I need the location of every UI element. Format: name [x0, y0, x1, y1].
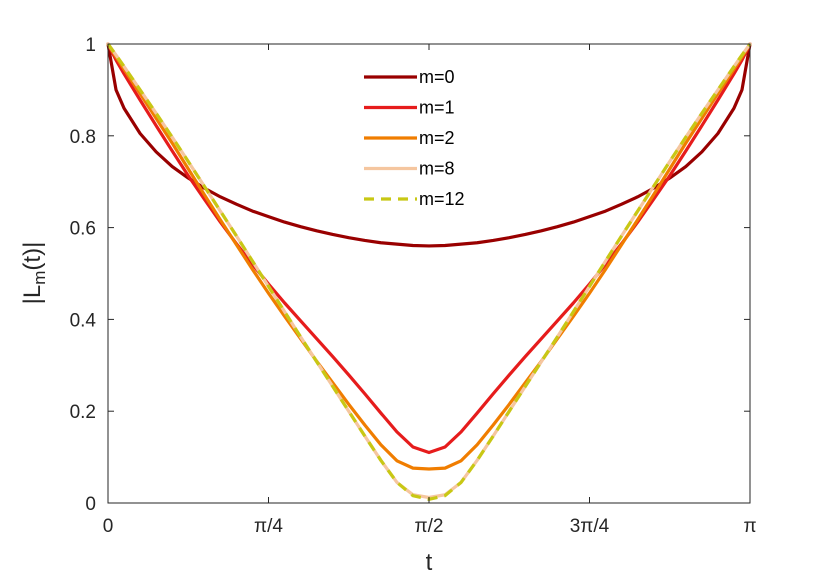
series-line-m-1 — [106, 42, 752, 455]
y-tick-label: 0.8 — [70, 127, 96, 148]
legend-label: m=1 — [419, 98, 455, 118]
y-axis-title: |Lm(t)| — [19, 242, 49, 305]
legend: m=0 m=1 m=2 m=8 m=12 — [364, 67, 465, 209]
plot-area — [108, 44, 750, 503]
x-tick-label: 0 — [103, 516, 114, 537]
y-tick-label: 0.4 — [70, 310, 97, 331]
y-tick-label: 0.6 — [70, 219, 96, 240]
x-tick-label: π/2 — [415, 516, 444, 537]
y-axis-title-tail: (t)| — [19, 242, 46, 271]
y-axis-title-subscript: m — [30, 271, 49, 285]
legend-label: m=8 — [419, 159, 455, 179]
x-tick-label: 3π/4 — [570, 516, 610, 537]
x-tick-label: π — [743, 516, 756, 537]
legend-label: m=2 — [419, 128, 455, 148]
y-tick-label: 1 — [85, 35, 96, 56]
y-tick-label: 0 — [85, 494, 96, 515]
x-axis-title: t — [426, 549, 433, 576]
x-tick-label: π/4 — [254, 516, 283, 537]
series-line-m-2 — [106, 42, 752, 471]
legend-label: m=12 — [419, 189, 465, 209]
y-axis-title-main: |L — [19, 285, 46, 305]
legend-label: m=0 — [419, 67, 455, 87]
y-tick-label: 0.2 — [70, 402, 96, 423]
ticks-layer: 0 π/4 π/2 3π/4 π 0 0.2 0.4 0.6 0.8 1 — [70, 35, 757, 537]
